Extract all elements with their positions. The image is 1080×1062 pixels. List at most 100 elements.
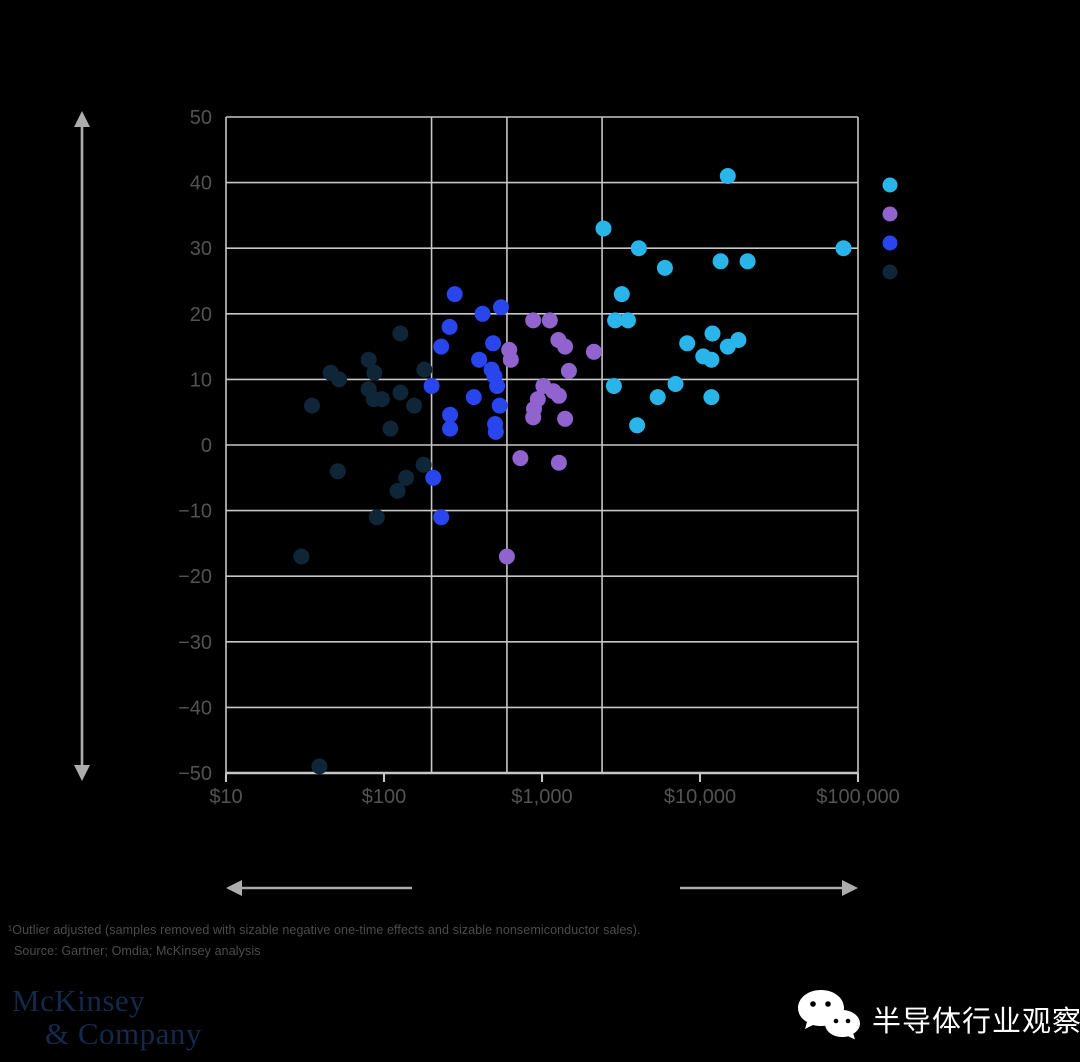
wechat-account-name: 半导体行业观察 — [872, 1006, 1080, 1038]
scatter-point-series-blue — [433, 509, 450, 526]
x-tick-label: $100 — [362, 786, 407, 808]
scatter-point-series-purple — [560, 362, 577, 379]
footnote-line: ¹Outlier adjusted (samples removed with … — [8, 923, 641, 937]
scatter-point-series-navy — [406, 397, 423, 414]
scatter-point-series-blue — [433, 338, 450, 355]
scatter-point-series-blue — [474, 305, 491, 322]
scatter-point-series-navy — [331, 371, 348, 388]
wechat-account: 半导体行业观察 — [794, 988, 1080, 1050]
legend-dot-blue — [882, 235, 898, 251]
mckinsey-logo-line2: & Company — [45, 1016, 202, 1051]
legend-dot-cyan — [882, 177, 898, 193]
scatter-point-series-cyan — [835, 240, 852, 257]
scatter-point-series-navy — [329, 463, 346, 480]
scatter-point-series-cyan — [630, 240, 647, 257]
scatter-point-series-purple — [541, 312, 558, 329]
scatter-point-series-navy — [366, 364, 383, 381]
mckinsey-logo-line1: McKinsey — [12, 983, 146, 1018]
x-axis-right-arrow-icon — [842, 880, 858, 896]
scatter-point-series-navy — [416, 361, 433, 378]
scatter-point-series-navy — [293, 548, 310, 565]
x-tick-label: $1,000 — [511, 786, 572, 808]
x-tick-label: $100,000 — [816, 786, 899, 808]
scatter-point-series-cyan — [703, 389, 720, 406]
scatter-point-series-cyan — [613, 286, 630, 303]
scatter-point-series-blue — [465, 389, 482, 406]
legend-dot-navy — [882, 264, 898, 280]
scatter-point-series-navy — [415, 456, 432, 473]
scatter-point-series-purple — [557, 338, 574, 355]
y-tick-label: 0 — [201, 435, 212, 457]
scatter-point-series-navy — [392, 325, 409, 342]
y-axis-arrow-down-icon — [74, 765, 90, 781]
scatter-point-series-blue — [442, 420, 459, 437]
scatter-point-series-purple — [550, 454, 567, 471]
scatter-point-series-cyan — [739, 253, 756, 270]
scatter-point-series-cyan — [656, 259, 673, 276]
scatter-point-series-blue — [491, 397, 508, 414]
mckinsey-logo: McKinsey & Company — [12, 984, 202, 1050]
scatter-point-series-purple — [585, 343, 602, 360]
y-tick-label: −30 — [178, 632, 212, 654]
scatter-point-series-purple — [502, 351, 519, 368]
scatter-point-series-navy — [389, 482, 406, 499]
scatter-point-series-purple — [525, 312, 542, 329]
scatter-point-series-blue — [441, 318, 458, 335]
scatter-point-series-cyan — [704, 325, 721, 342]
scatter-point-series-blue — [471, 351, 488, 368]
scatter-point-series-blue — [489, 378, 506, 394]
scatter-point-series-cyan — [629, 417, 646, 434]
scatter-point-series-cyan — [605, 378, 622, 394]
legend-dot-purple — [882, 206, 898, 222]
scatter-point-series-navy — [398, 469, 415, 486]
y-tick-label: −40 — [178, 697, 212, 719]
scatter-point-series-navy — [360, 351, 377, 368]
scatter-point-series-cyan — [595, 220, 612, 237]
y-axis-arrow — [74, 111, 90, 781]
y-tick-label: −20 — [178, 566, 212, 588]
y-tick-label: 20 — [190, 304, 212, 326]
x-tick-label: $10 — [209, 786, 242, 808]
scatter-point-series-purple — [498, 548, 515, 565]
x-axis-left-arrow-icon — [226, 880, 242, 896]
scatter-point-series-navy — [382, 420, 399, 437]
scatter-point-series-blue — [423, 378, 440, 394]
y-tick-label: 40 — [190, 173, 212, 195]
scatter-point-series-cyan — [712, 253, 729, 270]
source-line: Source: Gartner; Omdia; McKinsey analysi… — [14, 944, 261, 958]
y-tick-label: −50 — [178, 763, 212, 785]
x-axis-right-arrow — [680, 880, 858, 896]
scatter-point-series-cyan — [679, 335, 696, 352]
scatter-point-series-blue — [425, 469, 442, 486]
wechat-icon — [798, 990, 860, 1040]
scatter-point-series-navy — [368, 509, 385, 526]
scatter-point-series-navy — [392, 384, 409, 401]
scatter-point-series-cyan — [620, 312, 636, 329]
x-tick-label: $10,000 — [664, 786, 736, 808]
scatter-point-series-blue — [487, 423, 504, 440]
scatter-point-series-purple — [512, 450, 529, 467]
scatter-point-series-cyan — [607, 312, 624, 329]
y-tick-label: 10 — [190, 369, 212, 391]
scatter-point-series-cyan — [703, 351, 720, 368]
y-axis-arrow-up-icon — [74, 111, 90, 127]
scatter-point-series-blue — [485, 335, 502, 352]
scatter-point-series-blue — [446, 286, 463, 303]
scatter-point-series-cyan — [667, 376, 684, 392]
scatter-chart: 50 40 30 20 10 0 −10 −20 −30 −40 −50$10 $100 $1,000 $… — [74, 107, 900, 896]
scatter-point-series-blue — [442, 406, 459, 423]
y-tick-label: −10 — [178, 501, 212, 523]
scatter-point-series-purple — [525, 409, 542, 426]
x-axis-left-arrow — [226, 880, 412, 896]
scatter-point-series-cyan — [719, 338, 736, 355]
scatter-point-series-cyan — [719, 168, 736, 184]
scatter-point-series-purple — [550, 387, 567, 404]
scatter-point-series-navy — [311, 758, 328, 775]
y-tick-label: 30 — [190, 238, 212, 260]
scatter-point-series-navy — [304, 397, 320, 414]
scatter-point-series-navy — [373, 391, 390, 408]
scatter-point-series-blue — [493, 299, 509, 316]
y-tick-label: 50 — [190, 107, 212, 129]
footnote: ¹Outlier adjusted (samples removed with … — [8, 920, 641, 962]
scatter-point-series-purple — [557, 410, 574, 427]
